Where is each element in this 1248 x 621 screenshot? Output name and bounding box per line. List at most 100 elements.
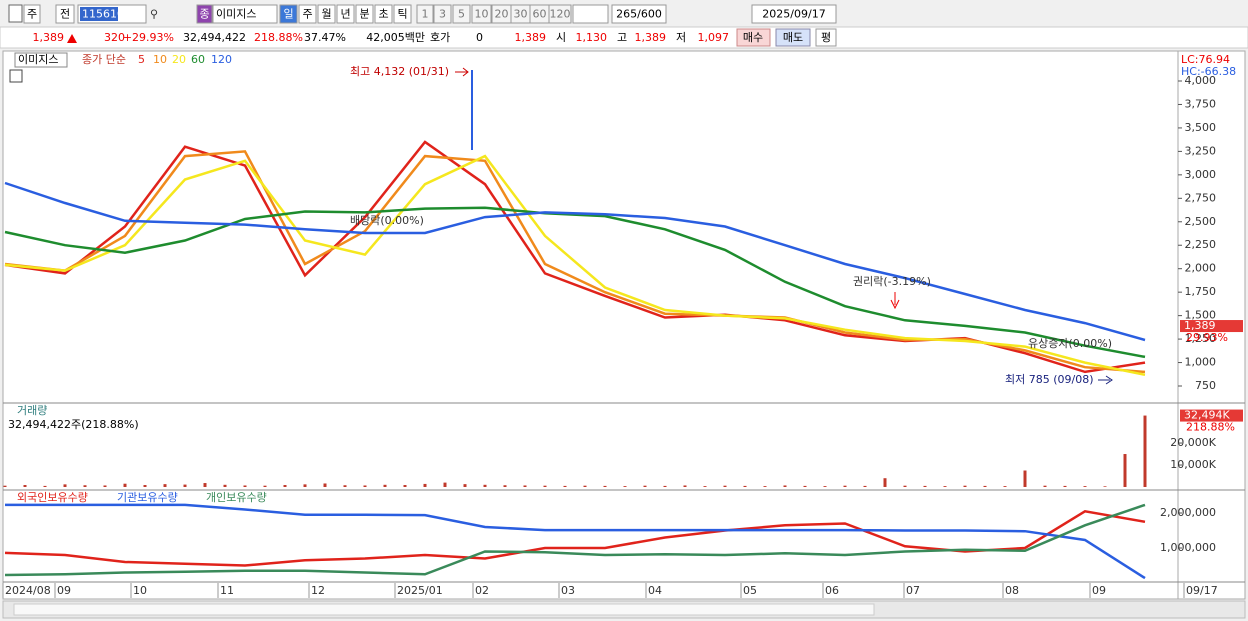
interval-button[interactable]: 60	[533, 8, 547, 21]
volume-bar	[243, 485, 247, 487]
interval-button-box[interactable]	[471, 4, 492, 24]
quote-item[interactable]: 평	[821, 31, 831, 44]
interval-button[interactable]: 10	[475, 8, 489, 21]
period-button-box[interactable]	[317, 4, 336, 24]
market-select-box[interactable]	[23, 4, 41, 24]
period-button-box[interactable]	[355, 4, 374, 24]
interval-button-box[interactable]	[452, 4, 471, 24]
interval-button[interactable]: 120	[550, 8, 571, 21]
last-label: 1,389	[1184, 319, 1216, 332]
buy-button-box[interactable]	[736, 28, 771, 47]
hc-label: HC:-66.38	[1181, 65, 1236, 78]
interval-button-box[interactable]	[416, 4, 434, 24]
period-button[interactable]: 주	[302, 8, 312, 21]
y-tick-label: 3,000	[1185, 168, 1217, 181]
quote-item[interactable]: 매도	[783, 31, 803, 44]
sell-button-box[interactable]	[775, 28, 811, 47]
volume-bar	[683, 485, 687, 487]
last-marker	[1180, 320, 1243, 333]
volume-bar	[763, 486, 767, 487]
chart-frame	[2, 50, 1246, 600]
x-tick-label: 05	[743, 584, 757, 597]
avg-button-box[interactable]	[815, 28, 837, 47]
type-icon[interactable]: 종	[199, 8, 209, 21]
y-tick-label: 4,000	[1185, 74, 1217, 87]
annotation: 유상증자(0.00%)	[1028, 337, 1112, 350]
quote-item[interactable]: 매수	[743, 31, 763, 44]
period-button[interactable]: 일	[283, 7, 293, 21]
series-line	[4, 150, 1146, 374]
y-tick-label: 1,500	[1185, 309, 1217, 322]
quote-bar	[0, 26, 1248, 49]
volume-bar	[943, 486, 947, 487]
interval-button[interactable]: 3	[439, 8, 446, 21]
volume-bar	[23, 485, 27, 487]
x-tick-label: 09	[1092, 584, 1106, 597]
volume-bar	[223, 484, 227, 487]
x-tick-label: 2024/08	[5, 584, 51, 597]
quote-item: +29.93%	[123, 31, 174, 44]
scroll-track[interactable]	[13, 603, 875, 616]
interval-button[interactable]: 30	[514, 8, 528, 21]
x-tick-label: 07	[906, 584, 920, 597]
volume-bar	[103, 485, 107, 487]
volume-bar	[543, 485, 547, 487]
period-button[interactable]: 틱	[397, 8, 407, 21]
x-tick-label: 08	[1005, 584, 1019, 597]
volume-bar	[503, 485, 507, 487]
stock-name[interactable]: 이미지스	[216, 8, 256, 21]
volume-subtitle: 32,494,422주(218.88%)	[8, 418, 139, 431]
legend-entry: 10	[153, 53, 167, 66]
name-field[interactable]	[212, 4, 278, 24]
legend-entry: 120	[211, 53, 232, 66]
volume-bar	[663, 485, 667, 487]
legend-title: 이미지스	[18, 53, 58, 66]
volume-bar	[263, 485, 267, 487]
period-button[interactable]: 월	[321, 8, 331, 21]
blank-select[interactable]	[572, 4, 609, 24]
volume-bar	[903, 485, 907, 487]
period-button[interactable]: 초	[378, 8, 388, 21]
y-tick-label: 2,500	[1185, 215, 1217, 228]
x-tick-label: 09/17	[1186, 584, 1218, 597]
last-marker	[1180, 409, 1243, 422]
date-field-box[interactable]	[751, 4, 837, 24]
legend-entry: 20	[172, 53, 186, 66]
count-field[interactable]: 265/600	[616, 8, 662, 21]
date-field[interactable]: 2025/09/17	[762, 8, 825, 21]
holding-legend: 외국인보유수량	[17, 491, 88, 504]
change-label: 29.93%	[1186, 331, 1228, 344]
series-line	[4, 181, 1146, 342]
x-tick-label: 02	[475, 584, 489, 597]
interval-button-box[interactable]	[433, 4, 452, 24]
prev-button[interactable]: 전	[60, 8, 70, 21]
volume-bar	[63, 484, 67, 487]
period-button-box[interactable]	[374, 4, 393, 24]
quote-item: 시	[556, 31, 566, 44]
y-tick-label: 3,500	[1185, 121, 1217, 134]
grid-icon[interactable]	[9, 69, 23, 83]
period-button-box[interactable]	[336, 4, 355, 24]
interval-button-box[interactable]	[548, 4, 572, 24]
x-tick-label: 11	[220, 584, 234, 597]
volume-bar	[783, 485, 787, 487]
legend-subtitle: 종가 단순	[82, 53, 126, 66]
type-icon-box[interactable]	[196, 4, 213, 24]
period-button[interactable]: 년	[340, 8, 350, 21]
volume-bar	[1123, 454, 1127, 487]
period-button-box[interactable]	[279, 4, 298, 24]
interval-button[interactable]: 5	[458, 8, 465, 21]
stock-code[interactable]: 115610	[82, 8, 124, 21]
count-field-box[interactable]	[611, 4, 667, 24]
interval-button[interactable]: 20	[495, 8, 509, 21]
y-tick-label: 2,000,000	[1160, 506, 1216, 519]
market-select[interactable]: 주	[27, 8, 37, 21]
prev-button-box[interactable]	[55, 4, 75, 24]
quote-item: 0	[476, 31, 483, 44]
period-button[interactable]: 분	[359, 8, 369, 21]
window-icon[interactable]	[8, 4, 23, 23]
period-button-box[interactable]	[298, 4, 317, 24]
interval-button[interactable]: 1	[422, 8, 429, 21]
volume-bar	[703, 486, 707, 487]
period-button-box[interactable]	[393, 4, 412, 24]
